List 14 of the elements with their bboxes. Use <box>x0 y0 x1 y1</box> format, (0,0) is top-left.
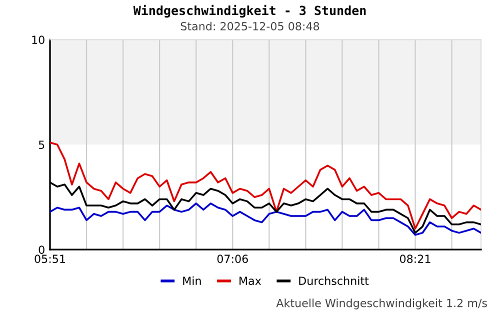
legend-label: Min <box>183 276 201 285</box>
chart-title: Windgeschwindigkeit - 3 Stunden <box>133 4 366 18</box>
x-tick-label: 08:21 <box>400 254 430 264</box>
line-series <box>50 142 481 230</box>
line-series <box>50 202 481 236</box>
x-tick-label: 07:06 <box>217 254 248 264</box>
y-tick-label: 10 <box>32 36 44 44</box>
legend-label: Max <box>240 276 262 285</box>
chart-subtitle: Stand: 2025-12-05 08:48 <box>180 22 320 30</box>
text: Aktuelle Windgeschwindigkeit 1.2 m/s <box>276 298 487 310</box>
x-tick-label: 05:51 <box>34 254 65 264</box>
legend-label: Durchschnitt <box>299 276 369 285</box>
y-tick-label: 5 <box>38 140 44 150</box>
y-tick-label: 0 <box>38 246 44 254</box>
